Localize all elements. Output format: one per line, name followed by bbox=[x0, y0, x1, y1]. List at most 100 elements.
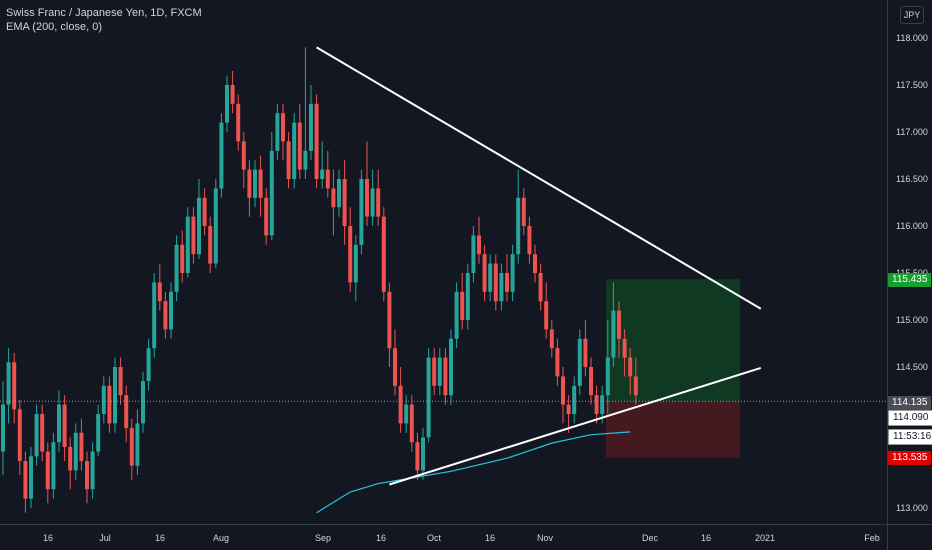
candle-up bbox=[135, 423, 140, 466]
candle-down bbox=[460, 291, 465, 320]
candle-down bbox=[387, 291, 392, 349]
candle-up bbox=[101, 385, 106, 414]
currency-button[interactable]: JPY bbox=[900, 6, 924, 24]
y-tick-label: 117.500 bbox=[896, 80, 928, 90]
candle-down bbox=[493, 263, 498, 302]
candle-down bbox=[505, 273, 509, 292]
candle-down bbox=[381, 216, 386, 292]
candle-up bbox=[426, 357, 431, 438]
candle-up bbox=[437, 357, 442, 386]
candle-up bbox=[96, 414, 101, 452]
candle-down bbox=[163, 301, 168, 330]
x-tick-label: 16 bbox=[155, 533, 165, 543]
candle-down bbox=[477, 235, 481, 255]
candle-down bbox=[443, 357, 448, 396]
x-tick-label: Jul bbox=[99, 533, 111, 543]
candle-up bbox=[577, 338, 582, 386]
candle-up bbox=[572, 385, 577, 414]
candle-down bbox=[633, 376, 638, 396]
candle-down bbox=[622, 338, 627, 358]
candle-up bbox=[113, 367, 117, 424]
candle-down bbox=[561, 376, 565, 405]
candle-up bbox=[197, 197, 201, 255]
candle-up bbox=[6, 362, 11, 405]
candle-down bbox=[527, 226, 532, 255]
candle-down bbox=[45, 451, 50, 490]
x-tick-label: Feb bbox=[864, 533, 880, 543]
ema-indicator-legend[interactable]: EMA (200, close, 0) bbox=[6, 21, 102, 33]
candle-up bbox=[90, 451, 95, 490]
candle-down bbox=[79, 432, 84, 461]
candle-down bbox=[589, 367, 593, 396]
candle-down bbox=[202, 197, 207, 226]
candle-up bbox=[275, 113, 280, 151]
candle-down bbox=[398, 385, 403, 424]
candle-down bbox=[393, 348, 397, 386]
candle-down bbox=[264, 197, 269, 236]
candle-down bbox=[533, 254, 537, 273]
symbol-title[interactable]: Swiss Franc / Japanese Yen, 1D, FXCM bbox=[6, 7, 202, 19]
candle-down bbox=[297, 122, 302, 170]
candle-up bbox=[454, 291, 459, 339]
candle-down bbox=[617, 310, 621, 339]
x-tick-label: 16 bbox=[376, 533, 386, 543]
candle-down bbox=[594, 395, 599, 414]
candle-up bbox=[141, 381, 145, 424]
candle-down bbox=[258, 169, 263, 198]
candle-up bbox=[57, 404, 61, 443]
candle-down bbox=[281, 113, 285, 142]
candle-down bbox=[230, 85, 235, 104]
candle-down bbox=[409, 404, 414, 443]
candle-up bbox=[353, 244, 358, 283]
x-tick-label: 16 bbox=[485, 533, 495, 543]
candle-up bbox=[73, 432, 78, 471]
resistance-trendline bbox=[316, 46, 762, 310]
candle-up bbox=[337, 179, 341, 208]
candle-down bbox=[40, 414, 45, 452]
candle-up bbox=[152, 282, 157, 349]
candle-down bbox=[157, 282, 162, 302]
candle-up bbox=[253, 169, 257, 198]
candle-down bbox=[628, 357, 633, 377]
candle-down bbox=[85, 461, 89, 490]
y-tick-label: 115.000 bbox=[896, 315, 928, 325]
y-tick-label: 116.500 bbox=[896, 174, 928, 184]
candle-down bbox=[342, 179, 347, 226]
candle-down bbox=[544, 301, 549, 330]
y-tick-label: 118.000 bbox=[896, 33, 928, 43]
x-tick-label: Sep bbox=[315, 533, 331, 543]
candle-up bbox=[51, 442, 56, 490]
candle-down bbox=[68, 446, 73, 471]
candle-up bbox=[1, 404, 5, 452]
candle-down bbox=[236, 103, 241, 142]
candle-up bbox=[600, 395, 605, 414]
candle-down bbox=[247, 169, 252, 198]
y-tick-label: 117.000 bbox=[896, 127, 928, 137]
candle-down bbox=[107, 385, 112, 424]
candle-up bbox=[303, 150, 308, 170]
candle-up bbox=[499, 273, 504, 302]
candle-down bbox=[208, 226, 213, 264]
candle-up bbox=[269, 150, 274, 236]
x-tick-label: Dec bbox=[642, 533, 659, 543]
candle-up bbox=[421, 437, 425, 471]
candle-up bbox=[185, 216, 190, 273]
candle-up bbox=[34, 414, 39, 457]
support-trendline bbox=[389, 366, 762, 486]
candle-down bbox=[432, 357, 437, 386]
candle-down bbox=[62, 404, 67, 447]
candle-up bbox=[359, 179, 364, 245]
x-tick-label: Nov bbox=[537, 533, 554, 543]
candle-up bbox=[488, 263, 493, 292]
candle-down bbox=[331, 188, 336, 208]
candle-up bbox=[146, 348, 151, 382]
ema-200-line bbox=[316, 431, 631, 514]
candle-down bbox=[129, 428, 134, 466]
candle-down bbox=[12, 362, 17, 410]
candle-down bbox=[241, 141, 246, 170]
stop-price-label: 113.535 bbox=[888, 451, 932, 465]
candle-down bbox=[180, 244, 185, 273]
candle-down bbox=[521, 197, 526, 226]
candle-up bbox=[292, 122, 297, 179]
